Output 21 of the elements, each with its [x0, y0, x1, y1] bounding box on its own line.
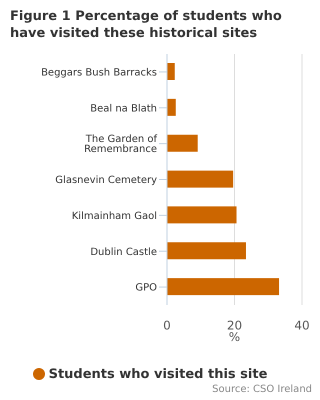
x-axis-title: %: [228, 330, 240, 344]
y-tick-label: Glasnevin Cemetery: [55, 175, 158, 186]
y-tick-label: Kilmainham Gaol: [72, 210, 157, 222]
y-tick-label: Beggars Bush Barracks: [41, 67, 157, 78]
bar: [167, 63, 175, 80]
bar: [167, 134, 198, 152]
source-note: Source: CSO Ireland: [211, 384, 312, 395]
y-tick-label: Dublin Castle: [90, 246, 157, 258]
y-tick-label: GPO: [135, 282, 158, 294]
bar: [167, 206, 237, 224]
y-tick-label: Beal na Blath: [90, 103, 157, 114]
bar: [167, 242, 246, 260]
bar: [167, 98, 176, 116]
chart-title: Figure 1 Percentage of students who have visited these historical sites: [10, 8, 283, 42]
legend-label: Students who visited this site: [48, 367, 268, 382]
x-tick-label: 0: [163, 318, 171, 333]
bar: [167, 278, 280, 296]
bar: [167, 170, 234, 188]
x-tick-label: 20: [226, 318, 242, 333]
x-tick-label: 40: [294, 318, 310, 333]
y-tick-label: The Garden of Remembrance: [84, 134, 158, 156]
